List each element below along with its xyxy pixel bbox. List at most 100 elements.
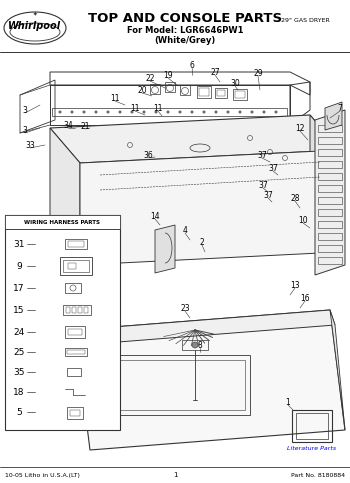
Text: 11: 11 xyxy=(110,94,120,102)
Text: 1: 1 xyxy=(286,398,290,407)
Text: 30: 30 xyxy=(230,79,240,87)
Polygon shape xyxy=(325,102,342,130)
Text: WIRING HARNESS PARTS: WIRING HARNESS PARTS xyxy=(25,219,100,225)
Bar xyxy=(318,137,342,144)
Polygon shape xyxy=(315,110,345,275)
Ellipse shape xyxy=(4,12,66,44)
Text: 11: 11 xyxy=(153,103,163,113)
Bar xyxy=(197,86,211,98)
Circle shape xyxy=(142,111,146,114)
Text: TOP AND CONSOLE PARTS: TOP AND CONSOLE PARTS xyxy=(88,12,282,25)
Circle shape xyxy=(106,111,110,114)
Text: 29" GAS DRYER: 29" GAS DRYER xyxy=(281,17,330,23)
Text: (White/Grey): (White/Grey) xyxy=(154,35,216,44)
Bar xyxy=(63,305,91,315)
Text: 8: 8 xyxy=(198,341,202,350)
Bar xyxy=(68,263,76,269)
Polygon shape xyxy=(75,310,335,345)
Text: 37: 37 xyxy=(268,164,278,172)
Bar xyxy=(235,91,245,98)
Bar xyxy=(318,125,342,132)
Circle shape xyxy=(274,111,278,114)
Bar xyxy=(67,368,81,376)
Circle shape xyxy=(178,111,182,114)
Bar xyxy=(318,197,342,204)
Text: 14: 14 xyxy=(150,212,160,221)
Text: 4: 4 xyxy=(183,226,188,235)
Text: 10-05 Litho in U.S.A.(LT): 10-05 Litho in U.S.A.(LT) xyxy=(5,472,80,478)
Circle shape xyxy=(251,111,253,114)
Circle shape xyxy=(262,111,266,114)
Text: 3: 3 xyxy=(22,126,27,134)
Bar xyxy=(292,410,332,442)
Circle shape xyxy=(70,111,74,114)
Circle shape xyxy=(167,111,169,114)
Text: 7: 7 xyxy=(337,103,342,113)
Text: 5: 5 xyxy=(16,408,22,416)
Bar xyxy=(318,209,342,216)
Text: 2: 2 xyxy=(199,238,204,246)
Text: 23: 23 xyxy=(180,303,190,313)
Polygon shape xyxy=(330,310,345,430)
Bar xyxy=(165,82,175,92)
Bar xyxy=(65,348,87,356)
Text: 28: 28 xyxy=(290,194,300,202)
Bar xyxy=(318,173,342,180)
Text: 29: 29 xyxy=(253,69,263,77)
Circle shape xyxy=(192,342,198,348)
Bar xyxy=(199,88,209,96)
Bar xyxy=(84,307,88,313)
Text: 15: 15 xyxy=(13,306,25,314)
Text: 9: 9 xyxy=(16,261,22,270)
Bar xyxy=(215,88,227,98)
Text: 37: 37 xyxy=(258,181,268,189)
Circle shape xyxy=(83,111,85,114)
Text: 37: 37 xyxy=(257,151,267,159)
Text: Part No. 8180884: Part No. 8180884 xyxy=(291,472,345,478)
Bar xyxy=(296,413,328,439)
Circle shape xyxy=(215,111,217,114)
Circle shape xyxy=(226,111,230,114)
Bar xyxy=(68,329,82,335)
Bar xyxy=(318,221,342,228)
Text: 33: 33 xyxy=(25,141,35,150)
Text: 17: 17 xyxy=(13,284,25,293)
Circle shape xyxy=(190,111,194,114)
Text: 6: 6 xyxy=(190,60,195,70)
Text: 10: 10 xyxy=(298,215,308,225)
Bar xyxy=(78,307,82,313)
Text: 19: 19 xyxy=(163,71,173,80)
Text: For Model: LGR6646PW1: For Model: LGR6646PW1 xyxy=(127,26,243,34)
Bar xyxy=(318,257,342,264)
Text: 34: 34 xyxy=(63,120,73,129)
Text: 22: 22 xyxy=(145,73,155,83)
Bar xyxy=(318,185,342,192)
Bar xyxy=(67,407,83,419)
Bar xyxy=(65,326,85,338)
Text: 27: 27 xyxy=(210,68,220,76)
Bar xyxy=(233,89,247,100)
Text: Literature Parts: Literature Parts xyxy=(287,445,337,451)
Text: Whirlpool: Whirlpool xyxy=(8,21,62,31)
Bar xyxy=(72,307,76,313)
Polygon shape xyxy=(155,225,175,273)
Circle shape xyxy=(203,111,205,114)
Text: 11: 11 xyxy=(130,103,140,113)
Bar xyxy=(115,360,245,410)
Text: 18: 18 xyxy=(13,387,25,397)
Bar xyxy=(63,260,89,272)
Bar xyxy=(60,257,92,275)
Text: ✦: ✦ xyxy=(33,12,37,16)
Circle shape xyxy=(119,111,121,114)
Text: 37: 37 xyxy=(263,190,273,199)
Text: 16: 16 xyxy=(300,294,310,302)
Circle shape xyxy=(131,111,133,114)
Bar xyxy=(318,161,342,168)
Bar xyxy=(182,340,208,350)
Text: 13: 13 xyxy=(290,281,300,289)
Circle shape xyxy=(154,111,158,114)
Bar xyxy=(65,239,87,249)
Text: 31: 31 xyxy=(13,240,25,248)
Circle shape xyxy=(238,111,242,114)
Text: 3: 3 xyxy=(22,105,27,114)
